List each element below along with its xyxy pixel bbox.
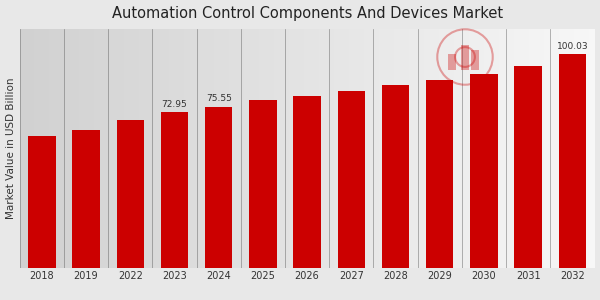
Bar bbox=[448, 54, 456, 70]
Bar bbox=[338, 91, 365, 268]
Bar bbox=[28, 136, 56, 268]
Title: Automation Control Components And Devices Market: Automation Control Components And Device… bbox=[112, 6, 503, 21]
Text: 100.03: 100.03 bbox=[557, 42, 588, 51]
Bar bbox=[293, 96, 321, 268]
Y-axis label: Market Value in USD Billion: Market Value in USD Billion bbox=[5, 78, 16, 219]
Bar bbox=[426, 80, 454, 268]
Text: 75.55: 75.55 bbox=[206, 94, 232, 103]
Bar bbox=[249, 100, 277, 268]
Bar bbox=[461, 45, 469, 70]
Bar bbox=[514, 66, 542, 268]
Bar bbox=[116, 119, 144, 268]
Bar bbox=[161, 112, 188, 268]
Bar bbox=[559, 54, 586, 268]
Bar bbox=[205, 106, 232, 268]
Bar bbox=[382, 85, 409, 268]
Bar bbox=[471, 50, 479, 70]
Bar bbox=[470, 74, 497, 268]
Text: 72.95: 72.95 bbox=[161, 100, 187, 109]
Bar bbox=[73, 130, 100, 268]
